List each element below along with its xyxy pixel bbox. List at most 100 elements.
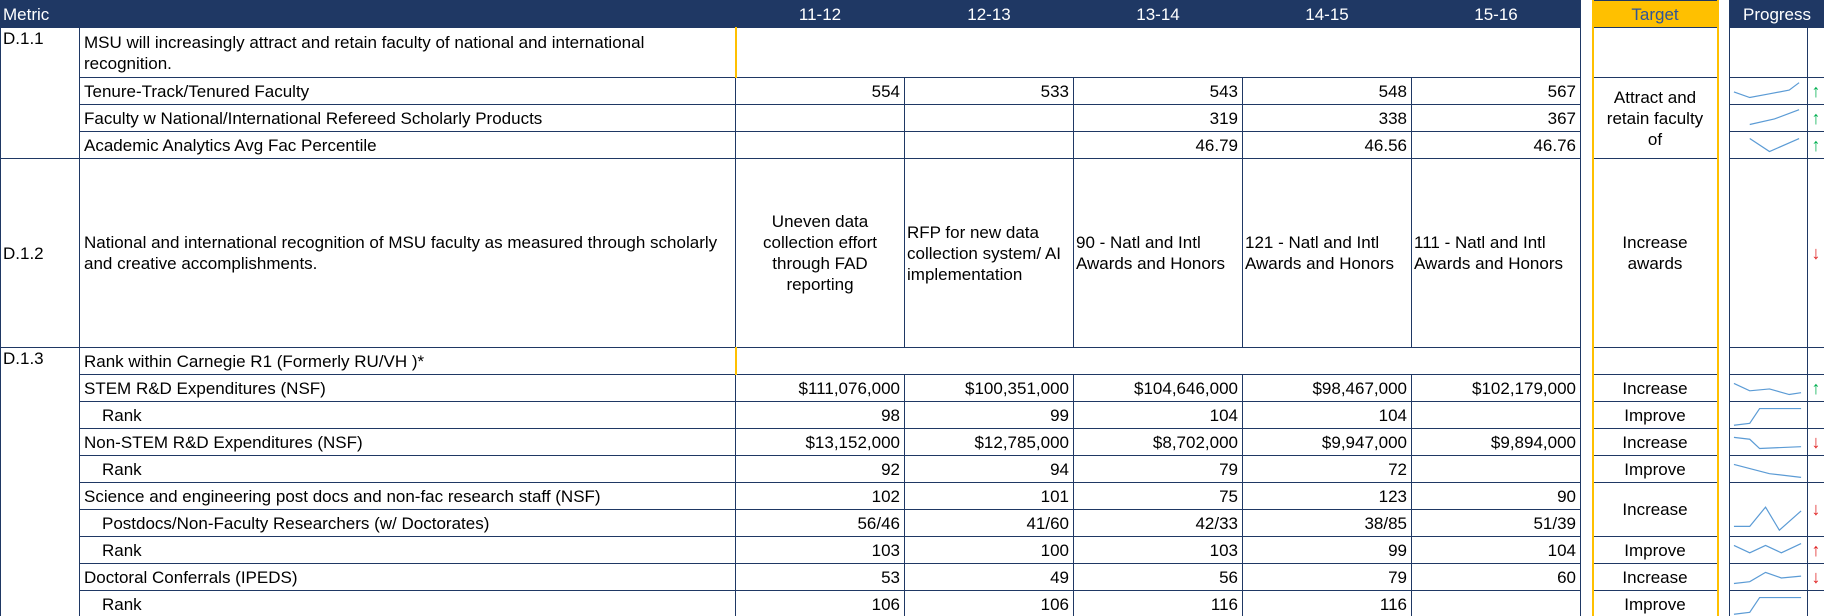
table-row: Rank 98 99 104 104 Improve xyxy=(1,401,1824,429)
metric-code: D.1.1 xyxy=(0,27,80,159)
value-cell: 38/85 xyxy=(1242,509,1412,537)
value-cell: $102,179,000 xyxy=(1411,374,1581,402)
sparkline-line xyxy=(1734,464,1801,477)
value-cell: 100 xyxy=(904,536,1074,564)
metric-label: STEM R&D Expenditures (NSF) xyxy=(79,374,736,402)
sparkline xyxy=(1730,484,1807,536)
metric-label: Academic Analytics Avg Fac Percentile xyxy=(79,131,736,159)
table-row: D.1.1 MSU will increasingly attract and r… xyxy=(0,27,1824,159)
trend-arrow xyxy=(1807,347,1824,375)
target-cell: Increase xyxy=(1591,428,1719,456)
trend-arrow: ↓ xyxy=(1807,428,1824,456)
value-cell: 101 xyxy=(904,482,1074,510)
trend-arrow: ↑ xyxy=(1807,374,1824,402)
gap xyxy=(1580,27,1593,78)
sparkline-cell xyxy=(1729,131,1808,159)
gap xyxy=(1717,401,1730,429)
header-cell: Metric xyxy=(0,0,736,28)
metric-code: D.1.3 xyxy=(0,347,80,616)
value-cell: 53 xyxy=(735,563,905,591)
gap xyxy=(1717,77,1730,105)
value-cell: $100,351,000 xyxy=(904,374,1074,402)
gap xyxy=(1580,536,1593,564)
value-cell xyxy=(1411,590,1581,616)
gap xyxy=(1717,455,1730,483)
metric-label: Science and engineering post docs and no… xyxy=(79,482,736,510)
metric-label: Postdocs/Non-Faculty Researchers (w/ Doc… xyxy=(79,509,736,537)
gap xyxy=(1580,158,1593,348)
sparkline xyxy=(1730,79,1807,104)
sparkline-line xyxy=(1734,597,1801,614)
header-cell: 13-14 xyxy=(1073,0,1243,28)
sparkline-cell xyxy=(1729,563,1808,591)
gap xyxy=(1580,374,1593,402)
value-cell xyxy=(1411,455,1581,483)
value-cell: 46.76 xyxy=(1411,131,1581,159)
value-cell: $111,076,000 xyxy=(735,374,905,402)
sparkline-line xyxy=(1750,109,1799,124)
value-cell: $9,894,000 xyxy=(1411,428,1581,456)
trend-arrow: ↑ xyxy=(1807,77,1824,105)
trend-arrow xyxy=(1807,27,1824,78)
gap xyxy=(1580,401,1593,429)
sparkline xyxy=(1730,133,1807,158)
value-cell: 554 xyxy=(735,77,905,105)
table-row: STEM R&D Expenditures (NSF) $111,076,000 $… xyxy=(1,374,1824,402)
value-cell: 75 xyxy=(1073,482,1243,510)
gap xyxy=(1717,536,1730,564)
value-cell: 98 xyxy=(735,401,905,429)
header-cell: 11-12 xyxy=(735,0,905,28)
sparkline-cell xyxy=(1729,401,1808,429)
value-cell: 46.56 xyxy=(1242,131,1412,159)
trend-arrow: ↓ xyxy=(1807,563,1824,591)
value-cell: 99 xyxy=(904,401,1074,429)
value-cell: $9,947,000 xyxy=(1242,428,1412,456)
sparkline xyxy=(1730,430,1807,455)
gap xyxy=(1580,482,1593,510)
table-row: Faculty w National/International Referee… xyxy=(1,104,1824,132)
gap xyxy=(1717,374,1730,402)
table-row: Rank 103 100 103 99 104 Improve ↑ xyxy=(1,536,1824,564)
gap xyxy=(1717,104,1730,132)
value-cell: 56/46 xyxy=(735,509,905,537)
gap xyxy=(1580,563,1593,591)
value-cell: 51/39 xyxy=(1411,509,1581,537)
sparkline xyxy=(1730,376,1807,401)
sparkline-line xyxy=(1734,82,1799,97)
value-cell: 41/60 xyxy=(904,509,1074,537)
sparkline-cell xyxy=(1729,104,1808,132)
value-span xyxy=(734,347,1581,375)
target-cell xyxy=(1591,27,1719,78)
metric-label: Rank xyxy=(79,401,736,429)
header-cell: 14-15 xyxy=(1242,0,1412,28)
value-cell: 103 xyxy=(735,536,905,564)
value-cell: 116 xyxy=(1073,590,1243,616)
gap xyxy=(1580,104,1593,132)
gap xyxy=(1580,509,1593,537)
gap xyxy=(1717,482,1730,510)
gap xyxy=(1717,347,1730,375)
value-cell: 90 xyxy=(1411,482,1581,510)
value-cell xyxy=(1411,401,1581,429)
sparkline xyxy=(1730,565,1807,590)
value-cell: 103 xyxy=(1073,536,1243,564)
target-cell: Increase xyxy=(1591,563,1719,591)
target-cell: Improve xyxy=(1591,536,1719,564)
gap xyxy=(1580,77,1593,105)
sparkline-line xyxy=(1734,572,1801,583)
value-cell: 104 xyxy=(1411,536,1581,564)
sparkline-cell xyxy=(1729,590,1808,616)
target-cell: Increase xyxy=(1591,482,1719,537)
metric-label: Rank xyxy=(79,455,736,483)
value-cell: Uneven data collection effort through FA… xyxy=(735,158,905,348)
value-cell: 121 - Natl and Intl Awards and Honors xyxy=(1242,158,1412,348)
target-cell: Improve xyxy=(1591,590,1719,616)
value-cell xyxy=(735,131,905,159)
value-cell: $98,467,000 xyxy=(1242,374,1412,402)
value-cell: 92 xyxy=(735,455,905,483)
trend-arrow xyxy=(1807,455,1824,483)
sparkline-cell xyxy=(1729,455,1808,483)
value-cell: 111 - Natl and Intl Awards and Honors xyxy=(1411,158,1581,348)
